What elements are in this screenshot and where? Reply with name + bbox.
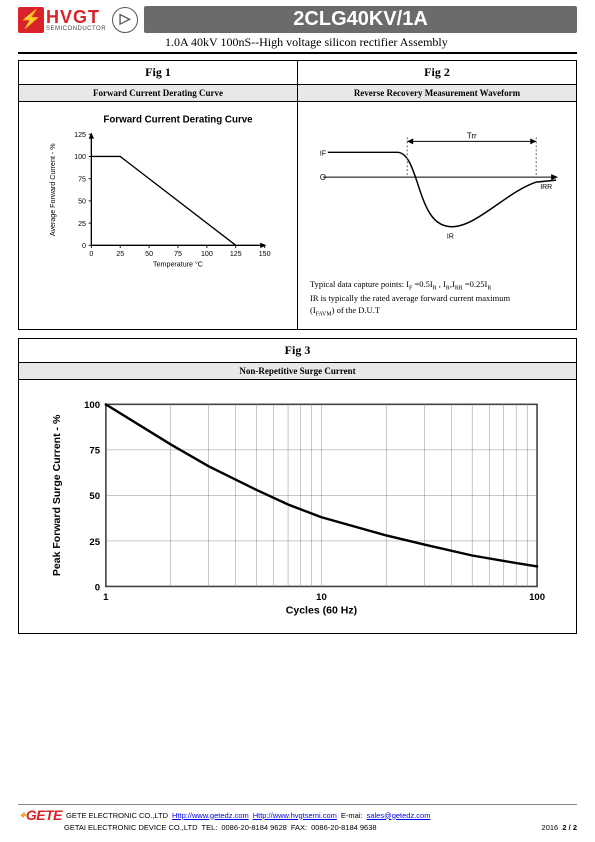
svg-text:125: 125: [74, 131, 86, 139]
fig1-body: Forward Current Derating Curve 0 25 50 75 100…: [19, 102, 297, 292]
footer-company1: GETE ELECTRONIC CO.,LTD: [66, 811, 168, 820]
svg-text:Forward Current Derating Curve: Forward Current Derating Curve: [103, 115, 253, 126]
svg-text:25: 25: [116, 250, 124, 258]
svg-text:0: 0: [82, 242, 86, 250]
fig2-waveform: Trr IF O IR IRR: [308, 112, 566, 272]
svg-text:Peak Forward Surge Current - %: Peak Forward Surge Current - %: [51, 414, 63, 576]
svg-text:IRR: IRR: [540, 184, 552, 191]
panel-bottom: Fig 3 Non-Repetitive Surge Current 0 25 50…: [18, 338, 577, 634]
svg-text:10: 10: [316, 592, 327, 603]
fig1-title: Fig 1: [19, 61, 297, 85]
svg-text:0: 0: [89, 250, 93, 258]
svg-text:100: 100: [201, 250, 213, 258]
fig2-cap1: Typical data capture points: IF =0.5IR ,…: [310, 279, 564, 293]
svg-text:50: 50: [89, 491, 100, 502]
svg-text:1: 1: [103, 592, 109, 603]
fig3-chart: 0 25 50 75 100 1 10 100 Cycles (60 Hz) Peak Forwa…: [29, 390, 566, 620]
footer-fax: 0086-20-8184 9638: [311, 823, 376, 832]
page-number: 2016 2 / 2: [542, 823, 577, 832]
svg-text:0: 0: [95, 582, 100, 593]
footer-rule: [18, 804, 577, 805]
svg-text:50: 50: [145, 250, 153, 258]
fig2-cap2: IR is typically the rated average forwar…: [310, 293, 564, 305]
fig2-caption: Typical data capture points: IF =0.5IR ,…: [308, 275, 566, 319]
fig1-subtitle: Forward Current Derating Curve: [19, 85, 297, 102]
svg-text:Trr: Trr: [467, 131, 477, 140]
footer-url1[interactable]: Http://www.getedz.com: [172, 811, 249, 820]
svg-text:100: 100: [529, 592, 545, 603]
diode-icon: ▷: [112, 7, 138, 33]
svg-text:Temperature °C: Temperature °C: [153, 261, 203, 269]
svg-text:75: 75: [78, 175, 86, 183]
fig2-subtitle: Reverse Recovery Measurement Waveform: [298, 85, 576, 102]
footer: ᛭GETE GETE ELECTRONIC CO.,LTD Http://www…: [18, 804, 577, 832]
footer-email[interactable]: sales@getedz.com: [367, 811, 431, 820]
svg-text:100: 100: [84, 400, 100, 411]
gete-logo: ᛭GETE: [18, 807, 62, 823]
brand-logo: ⚡ HVGT SEMICONDUCTOR: [18, 7, 106, 33]
brand-sub: SEMICONDUCTOR: [46, 26, 106, 32]
svg-text:100: 100: [74, 153, 86, 161]
footer-company2: GETAI ELECTRONIC DEVICE CO.,LTD: [64, 823, 198, 832]
fig2-title: Fig 2: [298, 61, 576, 85]
footer-line1: ᛭GETE GETE ELECTRONIC CO.,LTD Http://www…: [18, 807, 577, 823]
fig2-body: Trr IF O IR IRR Typical data capture points:…: [298, 102, 576, 329]
subtitle: 1.0A 40kV 100nS--High voltage silicon re…: [0, 33, 595, 50]
fig1-column: Fig 1 Forward Current Derating Curve For…: [19, 61, 298, 329]
footer-fax-label: FAX:: [291, 823, 307, 832]
fig2-cap3: (IFAVM) of the D.U.T: [310, 305, 564, 319]
footer-tel-label: TEL:: [202, 823, 218, 832]
svg-text:25: 25: [89, 537, 100, 548]
footer-tel: 0086-20-8184 9628: [221, 823, 286, 832]
svg-text:50: 50: [78, 198, 86, 206]
header: ⚡ HVGT SEMICONDUCTOR ▷ 2CLG40KV/1A: [0, 0, 595, 33]
footer-line2: GETAI ELECTRONIC DEVICE CO.,LTD TEL:0086…: [18, 823, 577, 832]
svg-text:IR: IR: [447, 234, 454, 241]
part-number: 2CLG40KV/1A: [144, 6, 577, 33]
svg-text:IF: IF: [320, 150, 326, 157]
footer-email-label: E-mai:: [341, 811, 363, 820]
footer-url2[interactable]: Http://www.hvgtsemi.com: [253, 811, 337, 820]
svg-text:75: 75: [89, 446, 100, 457]
header-rule: [18, 52, 577, 54]
panel-top: Fig 1 Forward Current Derating Curve For…: [18, 60, 577, 330]
fig2-column: Fig 2 Reverse Recovery Measurement Wavef…: [298, 61, 576, 329]
svg-text:Average Forward Current - %: Average Forward Current - %: [49, 143, 57, 236]
svg-text:O: O: [320, 173, 326, 182]
svg-text:25: 25: [78, 220, 86, 228]
brand-main: HVGT: [46, 8, 106, 26]
fig3-title: Fig 3: [19, 339, 576, 363]
svg-text:Cycles (60 Hz): Cycles (60 Hz): [286, 604, 357, 616]
svg-text:75: 75: [174, 250, 182, 258]
fig3-body: 0 25 50 75 100 1 10 100 Cycles (60 Hz) Peak Forwa…: [19, 380, 576, 633]
fig1-chart: Forward Current Derating Curve 0 25 50 75 100…: [29, 112, 287, 272]
bolt-icon: ⚡: [18, 7, 44, 33]
svg-text:125: 125: [230, 250, 242, 258]
svg-text:150: 150: [259, 250, 271, 258]
fig3-subtitle: Non-Repetitive Surge Current: [19, 363, 576, 380]
